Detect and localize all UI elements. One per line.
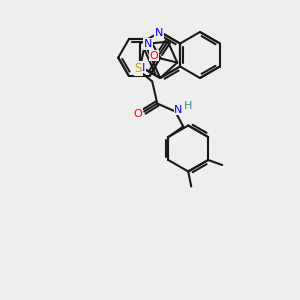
Text: N: N xyxy=(174,104,182,115)
Text: N: N xyxy=(144,39,152,49)
Text: N: N xyxy=(137,62,146,73)
Text: O: O xyxy=(134,109,142,118)
Text: H: H xyxy=(184,100,192,110)
Text: S: S xyxy=(135,62,142,75)
Text: O: O xyxy=(149,51,158,61)
Text: N: N xyxy=(155,28,164,38)
